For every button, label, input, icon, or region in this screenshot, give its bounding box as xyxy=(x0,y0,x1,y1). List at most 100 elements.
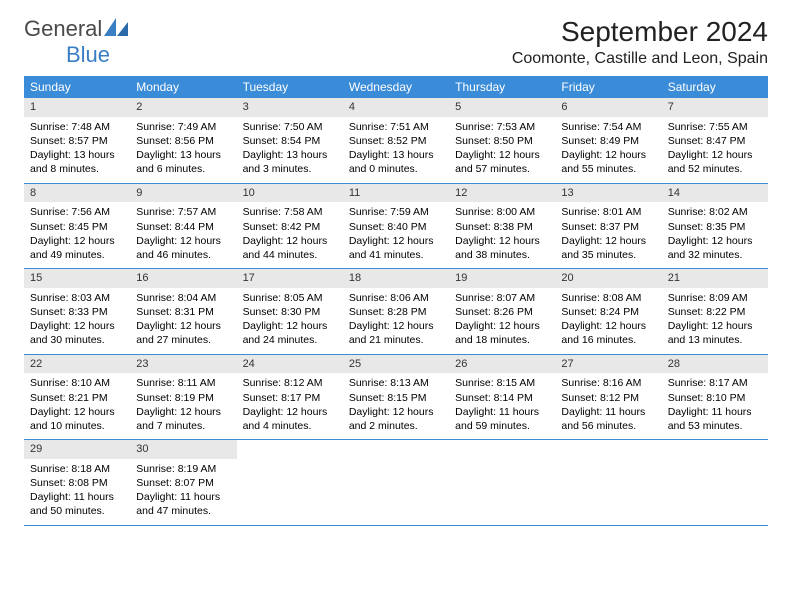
daylight-text: Daylight: 12 hours and 38 minutes. xyxy=(455,234,549,262)
day-cell: 16Sunrise: 8:04 AMSunset: 8:31 PMDayligh… xyxy=(130,269,236,354)
day-cell: 3Sunrise: 7:50 AMSunset: 8:54 PMDaylight… xyxy=(237,98,343,183)
day-number: 21 xyxy=(662,269,768,288)
day-cell: 22Sunrise: 8:10 AMSunset: 8:21 PMDayligh… xyxy=(24,355,130,440)
day-cell: 11Sunrise: 7:59 AMSunset: 8:40 PMDayligh… xyxy=(343,184,449,269)
sunset-text: Sunset: 8:49 PM xyxy=(561,134,655,148)
day-number: 24 xyxy=(237,355,343,374)
day-number: 22 xyxy=(24,355,130,374)
day-cell: 6Sunrise: 7:54 AMSunset: 8:49 PMDaylight… xyxy=(555,98,661,183)
day-cell xyxy=(449,440,555,525)
day-cell xyxy=(237,440,343,525)
daylight-text: Daylight: 11 hours and 56 minutes. xyxy=(561,405,655,433)
daylight-text: Daylight: 12 hours and 35 minutes. xyxy=(561,234,655,262)
day-details: Sunrise: 8:13 AMSunset: 8:15 PMDaylight:… xyxy=(343,373,449,439)
sunset-text: Sunset: 8:57 PM xyxy=(30,134,124,148)
sunrise-text: Sunrise: 7:56 AM xyxy=(30,205,124,219)
day-cell xyxy=(662,440,768,525)
day-details: Sunrise: 8:17 AMSunset: 8:10 PMDaylight:… xyxy=(662,373,768,439)
daylight-text: Daylight: 12 hours and 27 minutes. xyxy=(136,319,230,347)
day-details: Sunrise: 8:05 AMSunset: 8:30 PMDaylight:… xyxy=(237,288,343,354)
day-number: 20 xyxy=(555,269,661,288)
day-cell: 18Sunrise: 8:06 AMSunset: 8:28 PMDayligh… xyxy=(343,269,449,354)
day-cell: 28Sunrise: 8:17 AMSunset: 8:10 PMDayligh… xyxy=(662,355,768,440)
weekday-monday: Monday xyxy=(130,76,236,98)
sunrise-text: Sunrise: 8:06 AM xyxy=(349,291,443,305)
day-cell xyxy=(343,440,449,525)
daylight-text: Daylight: 13 hours and 8 minutes. xyxy=(30,148,124,176)
sunrise-text: Sunrise: 7:51 AM xyxy=(349,120,443,134)
logo-sail-icon xyxy=(104,18,128,36)
sunset-text: Sunset: 8:15 PM xyxy=(349,391,443,405)
sunset-text: Sunset: 8:19 PM xyxy=(136,391,230,405)
logo: General Blue xyxy=(24,16,128,68)
day-details: Sunrise: 7:58 AMSunset: 8:42 PMDaylight:… xyxy=(237,202,343,268)
daylight-text: Daylight: 11 hours and 47 minutes. xyxy=(136,490,230,518)
sunset-text: Sunset: 8:17 PM xyxy=(243,391,337,405)
day-details: Sunrise: 7:55 AMSunset: 8:47 PMDaylight:… xyxy=(662,117,768,183)
day-cell: 8Sunrise: 7:56 AMSunset: 8:45 PMDaylight… xyxy=(24,184,130,269)
day-number: 17 xyxy=(237,269,343,288)
day-details: Sunrise: 8:04 AMSunset: 8:31 PMDaylight:… xyxy=(130,288,236,354)
day-cell: 25Sunrise: 8:13 AMSunset: 8:15 PMDayligh… xyxy=(343,355,449,440)
sunrise-text: Sunrise: 8:15 AM xyxy=(455,376,549,390)
daylight-text: Daylight: 12 hours and 41 minutes. xyxy=(349,234,443,262)
day-number: 4 xyxy=(343,98,449,117)
day-details: Sunrise: 8:11 AMSunset: 8:19 PMDaylight:… xyxy=(130,373,236,439)
daylight-text: Daylight: 11 hours and 59 minutes. xyxy=(455,405,549,433)
day-number: 9 xyxy=(130,184,236,203)
sunset-text: Sunset: 8:50 PM xyxy=(455,134,549,148)
day-number: 29 xyxy=(24,440,130,459)
logo-word-1: General xyxy=(24,16,102,41)
day-details: Sunrise: 8:07 AMSunset: 8:26 PMDaylight:… xyxy=(449,288,555,354)
sunset-text: Sunset: 8:42 PM xyxy=(243,220,337,234)
day-details: Sunrise: 8:12 AMSunset: 8:17 PMDaylight:… xyxy=(237,373,343,439)
sunrise-text: Sunrise: 8:01 AM xyxy=(561,205,655,219)
day-number: 3 xyxy=(237,98,343,117)
sunrise-text: Sunrise: 8:04 AM xyxy=(136,291,230,305)
day-cell: 4Sunrise: 7:51 AMSunset: 8:52 PMDaylight… xyxy=(343,98,449,183)
day-number: 11 xyxy=(343,184,449,203)
day-cell: 9Sunrise: 7:57 AMSunset: 8:44 PMDaylight… xyxy=(130,184,236,269)
sunset-text: Sunset: 8:07 PM xyxy=(136,476,230,490)
daylight-text: Daylight: 12 hours and 44 minutes. xyxy=(243,234,337,262)
week-row: 1Sunrise: 7:48 AMSunset: 8:57 PMDaylight… xyxy=(24,98,768,184)
sunrise-text: Sunrise: 8:13 AM xyxy=(349,376,443,390)
sunrise-text: Sunrise: 8:18 AM xyxy=(30,462,124,476)
daylight-text: Daylight: 12 hours and 32 minutes. xyxy=(668,234,762,262)
day-cell xyxy=(555,440,661,525)
sunrise-text: Sunrise: 7:54 AM xyxy=(561,120,655,134)
day-number: 25 xyxy=(343,355,449,374)
day-details: Sunrise: 8:18 AMSunset: 8:08 PMDaylight:… xyxy=(24,459,130,525)
sunrise-text: Sunrise: 7:48 AM xyxy=(30,120,124,134)
day-cell: 24Sunrise: 8:12 AMSunset: 8:17 PMDayligh… xyxy=(237,355,343,440)
day-details: Sunrise: 7:56 AMSunset: 8:45 PMDaylight:… xyxy=(24,202,130,268)
sunset-text: Sunset: 8:52 PM xyxy=(349,134,443,148)
week-row: 8Sunrise: 7:56 AMSunset: 8:45 PMDaylight… xyxy=(24,184,768,270)
sunset-text: Sunset: 8:37 PM xyxy=(561,220,655,234)
sunrise-text: Sunrise: 8:12 AM xyxy=(243,376,337,390)
day-cell: 26Sunrise: 8:15 AMSunset: 8:14 PMDayligh… xyxy=(449,355,555,440)
sunrise-text: Sunrise: 8:08 AM xyxy=(561,291,655,305)
day-details: Sunrise: 8:10 AMSunset: 8:21 PMDaylight:… xyxy=(24,373,130,439)
sunset-text: Sunset: 8:22 PM xyxy=(668,305,762,319)
day-number: 6 xyxy=(555,98,661,117)
sunrise-text: Sunrise: 7:50 AM xyxy=(243,120,337,134)
day-cell: 27Sunrise: 8:16 AMSunset: 8:12 PMDayligh… xyxy=(555,355,661,440)
sunrise-text: Sunrise: 8:07 AM xyxy=(455,291,549,305)
day-details: Sunrise: 7:48 AMSunset: 8:57 PMDaylight:… xyxy=(24,117,130,183)
daylight-text: Daylight: 12 hours and 18 minutes. xyxy=(455,319,549,347)
day-cell: 14Sunrise: 8:02 AMSunset: 8:35 PMDayligh… xyxy=(662,184,768,269)
day-details: Sunrise: 8:00 AMSunset: 8:38 PMDaylight:… xyxy=(449,202,555,268)
sunrise-text: Sunrise: 8:10 AM xyxy=(30,376,124,390)
sunrise-text: Sunrise: 8:00 AM xyxy=(455,205,549,219)
sunrise-text: Sunrise: 7:53 AM xyxy=(455,120,549,134)
day-number: 16 xyxy=(130,269,236,288)
day-details: Sunrise: 8:09 AMSunset: 8:22 PMDaylight:… xyxy=(662,288,768,354)
weekday-header-row: Sunday Monday Tuesday Wednesday Thursday… xyxy=(24,76,768,98)
day-details: Sunrise: 7:53 AMSunset: 8:50 PMDaylight:… xyxy=(449,117,555,183)
daylight-text: Daylight: 12 hours and 16 minutes. xyxy=(561,319,655,347)
day-cell: 19Sunrise: 8:07 AMSunset: 8:26 PMDayligh… xyxy=(449,269,555,354)
day-details: Sunrise: 8:02 AMSunset: 8:35 PMDaylight:… xyxy=(662,202,768,268)
day-cell: 30Sunrise: 8:19 AMSunset: 8:07 PMDayligh… xyxy=(130,440,236,525)
sunrise-text: Sunrise: 8:16 AM xyxy=(561,376,655,390)
